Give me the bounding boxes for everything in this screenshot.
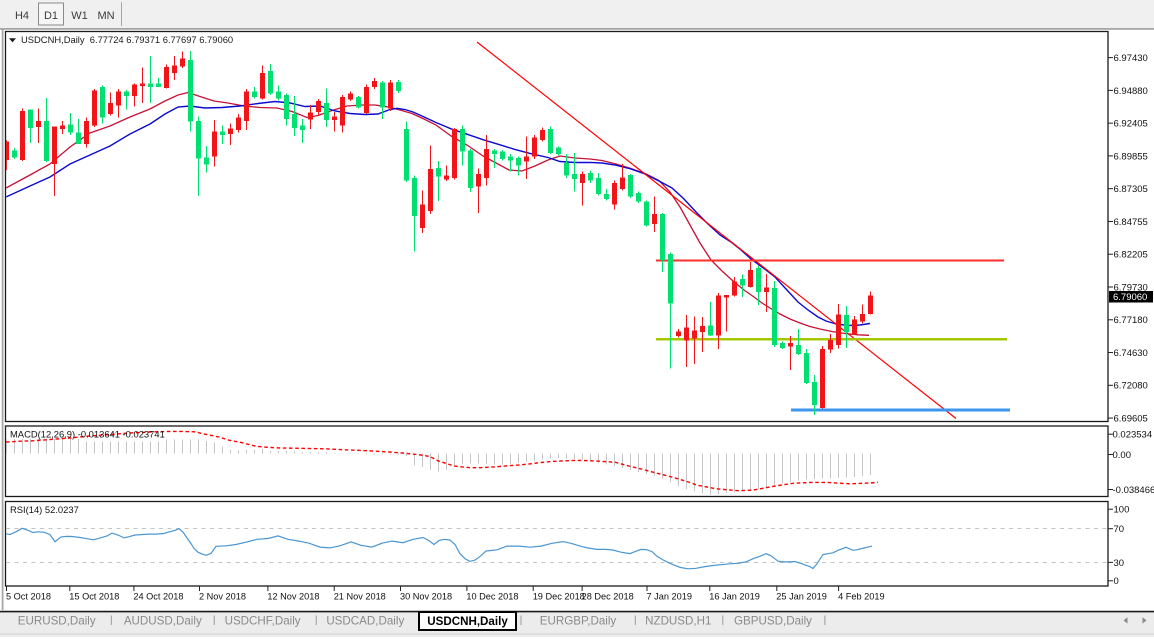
svg-text:6.92405: 6.92405 bbox=[1114, 119, 1148, 130]
svg-text:30: 30 bbox=[1114, 558, 1125, 569]
svg-text:24 Oct 2018: 24 Oct 2018 bbox=[133, 592, 183, 602]
svg-text:-0.038466: -0.038466 bbox=[1113, 485, 1154, 496]
svg-text:W1: W1 bbox=[71, 10, 88, 22]
svg-text:AUDUSD,Daily: AUDUSD,Daily bbox=[124, 615, 202, 628]
svg-text:19 Dec 2018: 19 Dec 2018 bbox=[533, 592, 585, 602]
svg-text:12 Nov 2018: 12 Nov 2018 bbox=[267, 592, 319, 602]
svg-text:0.023534: 0.023534 bbox=[1113, 430, 1153, 441]
svg-text:6.74630: 6.74630 bbox=[1114, 348, 1148, 359]
svg-text:H4: H4 bbox=[15, 10, 29, 22]
svg-text:15 Oct 2018: 15 Oct 2018 bbox=[69, 592, 119, 602]
svg-text:EURUSD,Daily: EURUSD,Daily bbox=[18, 615, 96, 628]
svg-text:16 Jan 2019: 16 Jan 2019 bbox=[709, 592, 760, 602]
svg-text:USDCHF,Daily: USDCHF,Daily bbox=[225, 615, 301, 628]
svg-text:4 Feb 2019: 4 Feb 2019 bbox=[838, 592, 885, 602]
svg-text:5 Oct 2018: 5 Oct 2018 bbox=[6, 592, 51, 602]
svg-text:USDCNH,Daily: USDCNH,Daily bbox=[427, 615, 508, 628]
svg-text:6.69605: 6.69605 bbox=[1114, 413, 1148, 424]
svg-text:30 Nov 2018: 30 Nov 2018 bbox=[400, 592, 452, 602]
svg-text:MACD(12,26,9) -0.013641 -0.023: MACD(12,26,9) -0.013641 -0.023741 bbox=[10, 428, 165, 439]
svg-text:7 Jan 2019: 7 Jan 2019 bbox=[647, 592, 692, 602]
svg-text:6.79060: 6.79060 bbox=[1113, 292, 1147, 303]
svg-text:28 Dec 2018: 28 Dec 2018 bbox=[582, 592, 634, 602]
svg-text:D1: D1 bbox=[44, 10, 58, 22]
svg-text:6.87305: 6.87305 bbox=[1114, 184, 1148, 195]
svg-text:6.72080: 6.72080 bbox=[1114, 381, 1148, 392]
svg-text:NZDUSD,H1: NZDUSD,H1 bbox=[645, 615, 711, 628]
svg-text:6.89855: 6.89855 bbox=[1114, 151, 1148, 162]
svg-text:2 Nov 2018: 2 Nov 2018 bbox=[199, 592, 246, 602]
svg-text:EURGBP,Daily: EURGBP,Daily bbox=[540, 615, 617, 628]
svg-text:6.82205: 6.82205 bbox=[1114, 250, 1148, 261]
svg-text:0.00: 0.00 bbox=[1113, 450, 1132, 461]
svg-text:RSI(14) 52.0237: RSI(14) 52.0237 bbox=[10, 504, 79, 515]
svg-text:6.77180: 6.77180 bbox=[1114, 315, 1148, 326]
svg-text:100: 100 bbox=[1114, 505, 1130, 516]
svg-text:USDCNH,Daily 6.77724 6.79371: USDCNH,Daily 6.77724 6.79371 6.77697 6.7… bbox=[21, 34, 233, 45]
svg-text:MN: MN bbox=[97, 10, 114, 22]
svg-text:0: 0 bbox=[1114, 576, 1119, 587]
svg-text:70: 70 bbox=[1114, 524, 1125, 535]
svg-text:6.97430: 6.97430 bbox=[1114, 53, 1148, 64]
svg-text:25 Jan 2019: 25 Jan 2019 bbox=[776, 592, 827, 602]
svg-text:21 Nov 2018: 21 Nov 2018 bbox=[334, 592, 386, 602]
svg-text:GBPUSD,Daily: GBPUSD,Daily bbox=[734, 615, 812, 628]
svg-text:USDCAD,Daily: USDCAD,Daily bbox=[326, 615, 404, 628]
svg-text:6.94880: 6.94880 bbox=[1114, 86, 1148, 97]
svg-text:6.84755: 6.84755 bbox=[1114, 217, 1148, 228]
svg-text:10 Dec 2018: 10 Dec 2018 bbox=[466, 592, 518, 602]
